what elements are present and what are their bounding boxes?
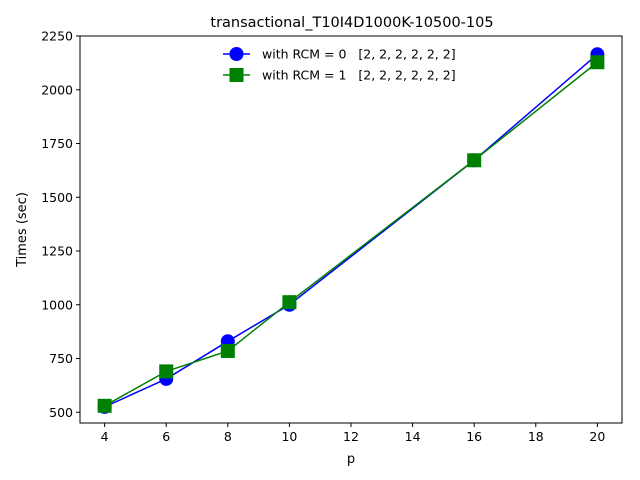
x-tick-label: 8 (224, 429, 232, 444)
y-tick-label: 500 (49, 405, 73, 420)
plot-series (97, 47, 605, 414)
legend-marker (229, 47, 244, 61)
series-line (104, 61, 598, 407)
series-1 (97, 55, 605, 413)
y-tick-label: 1250 (41, 244, 73, 259)
x-axis: 4 6 8 10 12 14 16 18 20 (101, 423, 605, 444)
x-axis-label: p (347, 452, 355, 467)
y-axis-label: Times (sec) (15, 192, 30, 268)
x-tick-label: 12 (343, 429, 359, 444)
y-tick-label: 1000 (41, 297, 73, 312)
y-tick-label: 750 (49, 351, 73, 366)
x-tick-label: 4 (101, 429, 109, 444)
x-tick-label: 10 (281, 429, 297, 444)
x-tick-label: 6 (162, 429, 170, 444)
x-tick-label: 16 (466, 429, 482, 444)
chart-title: transactional_T10I4D1000K-10500-105 (210, 15, 493, 31)
y-tick-label: 1750 (41, 136, 73, 151)
data-point (590, 55, 605, 70)
x-tick-label: 18 (528, 429, 544, 444)
y-tick-label: 2250 (41, 29, 73, 44)
legend-label: with RCM = 0 [2, 2, 2, 2, 2, 2] (262, 47, 456, 62)
x-tick-label: 20 (589, 429, 605, 444)
data-point (220, 343, 235, 358)
data-point (159, 364, 174, 379)
legend-item-0: with RCM = 0 [2, 2, 2, 2, 2, 2] (223, 47, 456, 62)
data-point (282, 295, 297, 310)
data-point (467, 153, 482, 168)
legend: with RCM = 0 [2, 2, 2, 2, 2, 2] with RCM … (223, 47, 456, 83)
series-0 (97, 47, 605, 414)
y-axis: 500 750 1000 1250 1500 1750 2000 2250 (41, 29, 80, 420)
legend-item-1: with RCM = 1 [2, 2, 2, 2, 2, 2] (223, 68, 456, 83)
y-tick-label: 1500 (41, 190, 73, 205)
series-line (104, 53, 598, 408)
legend-label: with RCM = 1 [2, 2, 2, 2, 2, 2] (262, 68, 456, 83)
data-point (97, 398, 112, 413)
y-tick-label: 2000 (41, 82, 73, 97)
legend-marker (229, 68, 244, 82)
x-tick-label: 14 (405, 429, 421, 444)
